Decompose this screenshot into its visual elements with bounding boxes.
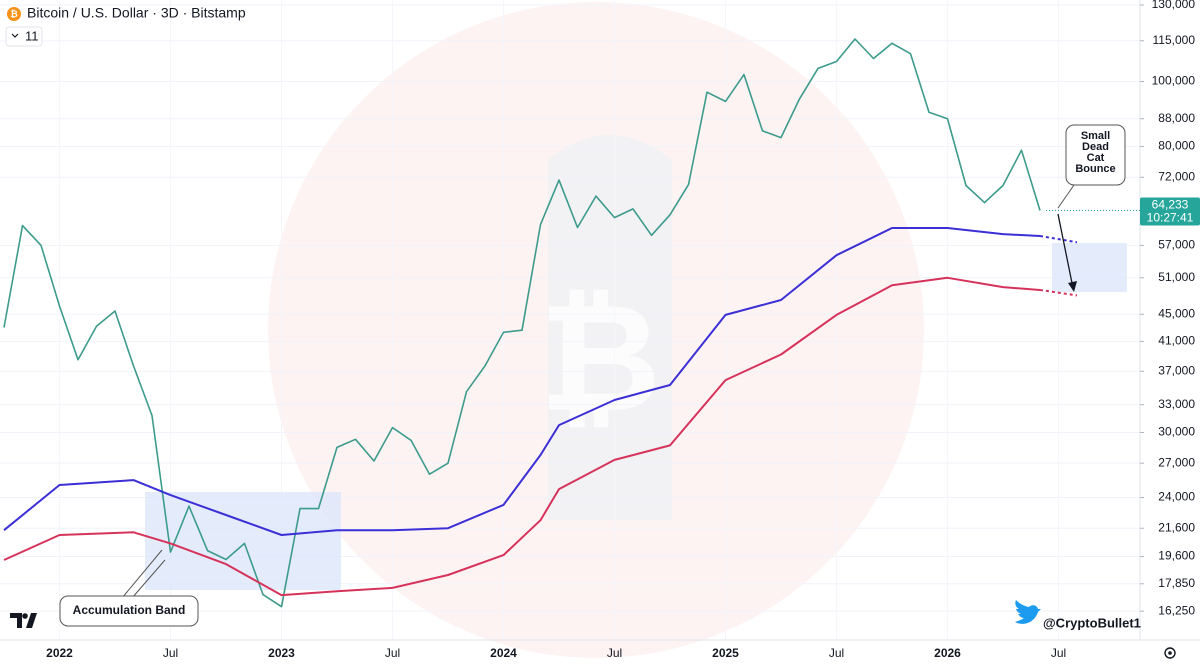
y-tick-label: 72,000 [1158, 169, 1195, 183]
callout-pointer [1057, 184, 1075, 209]
y-tick-label: 45,000 [1158, 306, 1195, 320]
series-line [3, 276, 1041, 597]
series-line [3, 38, 1041, 608]
y-tick-label: 57,000 [1158, 238, 1195, 252]
x-tick-label: 2022 [46, 646, 73, 660]
tv-logo [10, 613, 37, 628]
y-tick-label: 27,000 [1158, 455, 1195, 469]
series-layer [3, 38, 1078, 608]
y-tick-label: 51,000 [1158, 270, 1195, 284]
y-tick-label: 16,250 [1158, 603, 1195, 617]
x-tick-label: Jul [829, 646, 844, 660]
y-tick-label: 24,000 [1158, 490, 1195, 504]
emblem-shape [548, 135, 672, 520]
y-tick-label: 80,000 [1158, 139, 1195, 153]
target-zone [1052, 243, 1127, 292]
y-tick-label: 30,000 [1158, 425, 1195, 439]
indicator-count: 11 [25, 28, 39, 43]
y-tick-label: 41,000 [1158, 334, 1195, 348]
chevron [11, 33, 19, 38]
y-tick-label: 37,000 [1158, 363, 1195, 377]
y-tick-label: 33,000 [1158, 397, 1195, 411]
watermark: @CryptoBullet1 [1043, 615, 1141, 630]
settings-icon-center [1168, 651, 1172, 655]
last-price-box [1140, 197, 1200, 226]
tv-logo-dot [22, 613, 28, 619]
countdown-label: 10:27:41 [1147, 211, 1194, 225]
x-tick-label: 2026 [934, 646, 961, 660]
x-tick-label: Jul [607, 646, 622, 660]
emblem-symbol: ₿ [539, 274, 661, 442]
last-price-label: 64,233 [1152, 198, 1189, 212]
y-tick-label: 19,600 [1158, 549, 1195, 563]
callout-box [1065, 124, 1126, 186]
series-line [1039, 289, 1078, 297]
axis-layer: 130,000 115,000 100,000 88,000 80,000 72,000 5… [46, 0, 1200, 660]
btc-icon [7, 7, 21, 21]
y-tick-label: 100,000 [1152, 74, 1196, 88]
x-tick-label: Jul [385, 646, 400, 660]
y-tick-label: 21,600 [1158, 520, 1195, 534]
y-tick-label: 88,000 [1158, 111, 1195, 125]
callout-box [59, 595, 199, 627]
series-line [3, 227, 1041, 536]
y-tick-label: 17,850 [1158, 576, 1195, 590]
y-tick-label: 115,000 [1153, 33, 1196, 47]
settings-icon[interactable] [1164, 647, 1176, 659]
x-tick-label: Jul [163, 646, 178, 660]
x-tick-label: 2024 [490, 646, 517, 660]
callout-text: Small Dead Cat Bounce [1075, 130, 1116, 175]
x-tick-label: 2023 [268, 646, 295, 660]
twitter-icon [1015, 600, 1041, 624]
callout-text: Accumulation Band [73, 603, 186, 617]
series-line [1039, 235, 1078, 244]
callout-pointer [121, 549, 163, 599]
x-tick-label: Jul [1051, 646, 1066, 660]
btc-icon-symbol: ₿ [10, 9, 17, 19]
indicator-toggle[interactable] [5, 26, 43, 47]
arrow [1057, 213, 1074, 289]
y-tick-label: 130,000 [1152, 0, 1196, 11]
chart-title: Bitcoin / U.S. Dollar · 3D · Bitstamp [27, 5, 246, 21]
callout-pointer [131, 559, 166, 599]
arrow-head [1068, 281, 1077, 292]
x-tick-label: 2025 [712, 646, 739, 660]
callout: Small Dead Cat Bounce [1075, 130, 1116, 175]
